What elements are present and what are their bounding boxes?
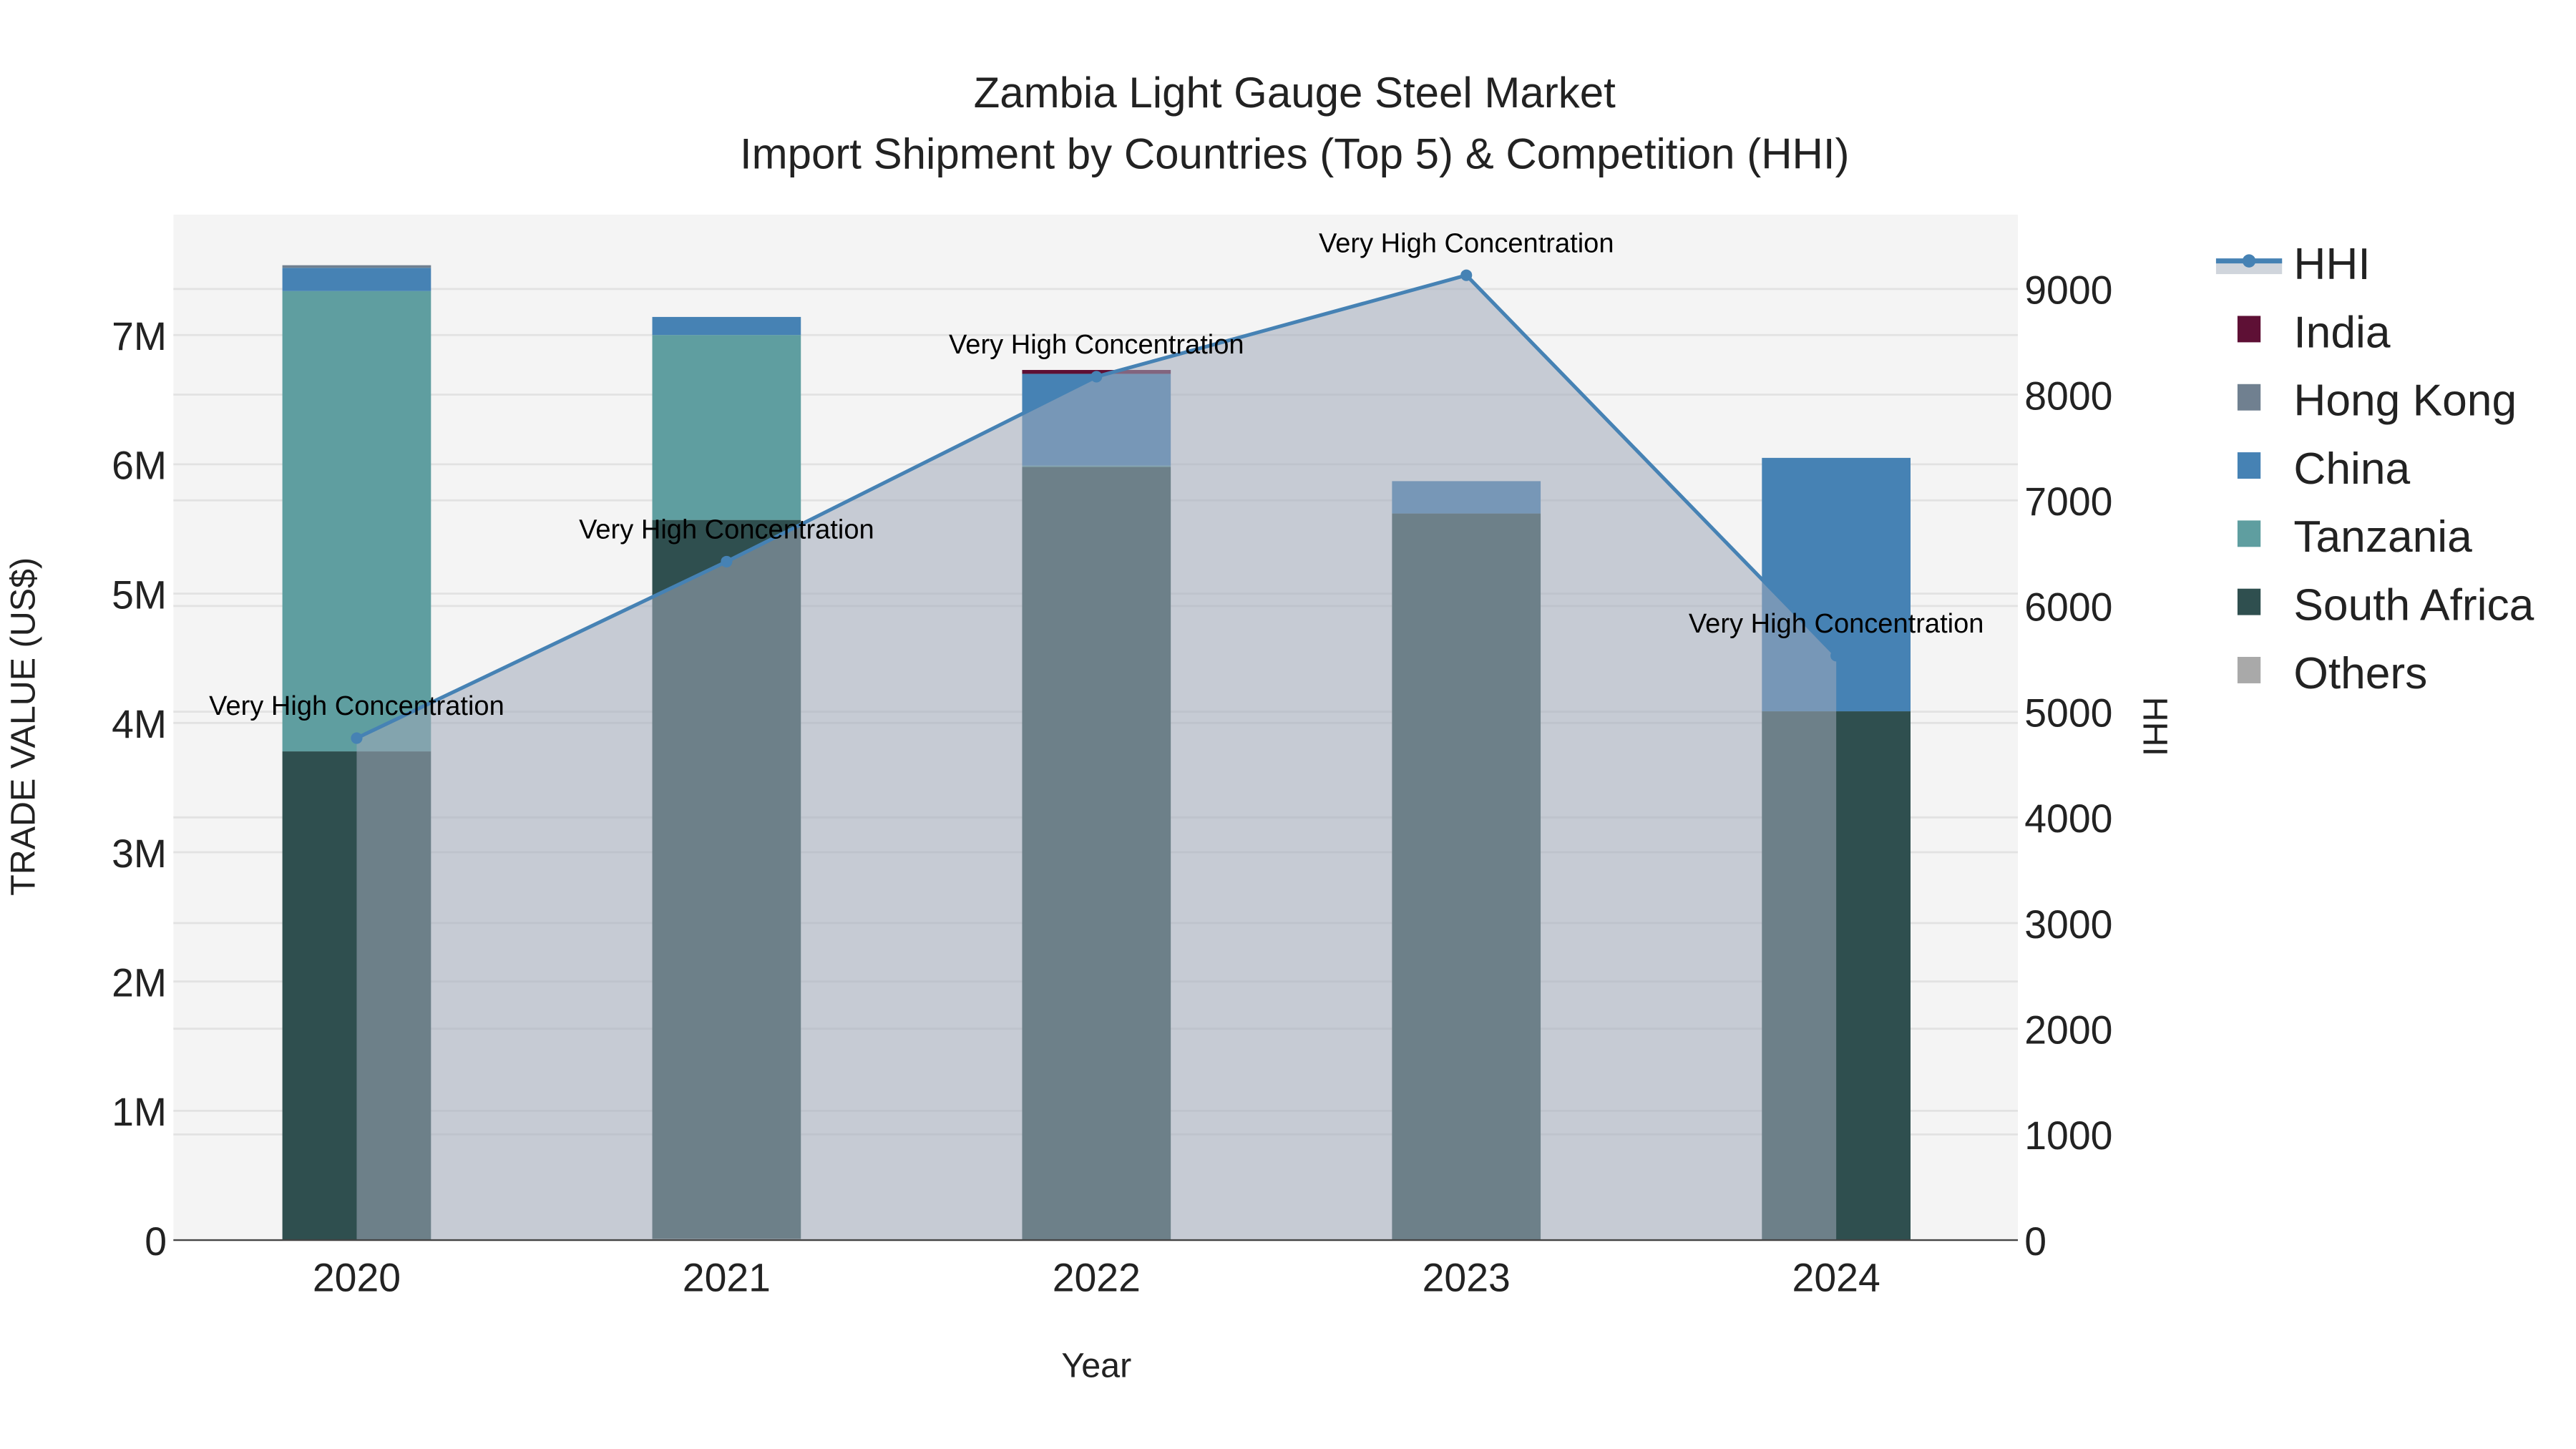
x-tick-label: 2023: [1423, 1256, 1511, 1300]
hhi-annotation: Very High Concentration: [1319, 228, 1614, 258]
legend-swatch: [2237, 588, 2261, 615]
y2-tick-label: 9000: [2024, 268, 2112, 313]
hhi-point-2022: [1091, 371, 1103, 383]
y2-tick-label: 4000: [2024, 796, 2112, 841]
chart-subtitle: Import Shipment by Countries (Top 5) & C…: [740, 130, 1850, 177]
y-tick-label: 5M: [112, 572, 167, 617]
legend-label: Others: [2293, 649, 2427, 698]
legend-item-china[interactable]: China: [2237, 444, 2411, 494]
annotations: Very High Concentration Very High Concent…: [209, 228, 1984, 721]
bar-tanzania-2021: [652, 335, 801, 520]
legend-label: HHI: [2293, 240, 2370, 289]
legend: HHI India Hong Kong China Tanzania South Afri…: [2215, 240, 2534, 698]
y2-tick-label: 7000: [2024, 479, 2112, 524]
x-tick-label: 2024: [1792, 1256, 1880, 1300]
y-tick-label: 4M: [112, 702, 167, 746]
x-tick-label: 2021: [683, 1256, 771, 1300]
legend-item-south-africa[interactable]: South Africa: [2237, 581, 2534, 630]
bar-china-2021: [652, 316, 801, 336]
hhi-point-2023: [1460, 269, 1473, 281]
y2-tick-label: 1000: [2024, 1113, 2112, 1158]
y2-tick-label: 2000: [2024, 1008, 2112, 1052]
legend-swatch: [2237, 657, 2261, 683]
legend-label: Hong Kong: [2293, 376, 2517, 426]
legend-item-india[interactable]: India: [2237, 308, 2391, 357]
hhi-area: [356, 275, 1837, 1241]
hhi-series: [351, 269, 1843, 1241]
y-axis-ticks: 0 1M 2M 3M 4M 5M 6M 7M: [112, 314, 167, 1264]
legend-label: Tanzania: [2293, 512, 2472, 562]
legend-item-others[interactable]: Others: [2237, 649, 2427, 698]
y-tick-label: 7M: [112, 314, 167, 358]
y2-axis-ticks: 0 1000 2000 3000 4000 5000 6000 7000 8000 9000: [2024, 268, 2112, 1264]
x-axis-title: Year: [1061, 1347, 1131, 1385]
x-tick-label: 2022: [1053, 1256, 1141, 1300]
y-tick-label: 1M: [112, 1090, 167, 1134]
x-tick-label: 2020: [313, 1256, 401, 1300]
y2-tick-label: 6000: [2024, 585, 2112, 630]
legend-label: South Africa: [2293, 581, 2534, 630]
y-axis-title: TRADE VALUE (US$): [4, 557, 42, 896]
hhi-annotation: Very High Concentration: [1689, 609, 1984, 639]
y2-tick-label: 0: [2024, 1219, 2046, 1264]
hhi-point-2021: [721, 555, 733, 567]
hhi-annotation: Very High Concentration: [579, 515, 874, 545]
y2-axis-title: HHI: [2135, 697, 2174, 756]
legend-item-hong-kong[interactable]: Hong Kong: [2237, 376, 2517, 426]
y2-tick-label: 8000: [2024, 374, 2112, 418]
legend-swatch: [2237, 452, 2261, 479]
y-tick-label: 3M: [112, 831, 167, 876]
legend-item-tanzania[interactable]: Tanzania: [2237, 512, 2472, 562]
bar-hong-kong-2020: [282, 265, 431, 268]
y-tick-label: 0: [145, 1219, 167, 1264]
legend-swatch: [2237, 316, 2261, 343]
legend-item-hhi[interactable]: HHI: [2215, 240, 2371, 289]
legend-label: India: [2293, 308, 2390, 357]
bar-china-2020: [282, 268, 431, 291]
hhi-point-2020: [351, 732, 363, 744]
y-tick-label: 2M: [112, 960, 167, 1005]
legend-label: China: [2293, 444, 2410, 494]
legend-marker-icon: [2242, 254, 2256, 268]
bar-tanzania-2020: [282, 291, 431, 752]
y2-tick-label: 3000: [2024, 902, 2112, 947]
legend-swatch: [2237, 520, 2261, 547]
y-tick-label: 6M: [112, 444, 167, 488]
hhi-annotation: Very High Concentration: [949, 330, 1244, 360]
chart-title: Zambia Light Gauge Steel Market: [974, 69, 1616, 117]
legend-swatch: [2237, 384, 2261, 411]
hhi-point-2024: [1830, 650, 1843, 662]
x-axis-ticks: 2020 2021 2022 2023 2024: [313, 1256, 1880, 1300]
y2-tick-label: 5000: [2024, 691, 2112, 735]
hhi-annotation: Very High Concentration: [209, 691, 504, 721]
